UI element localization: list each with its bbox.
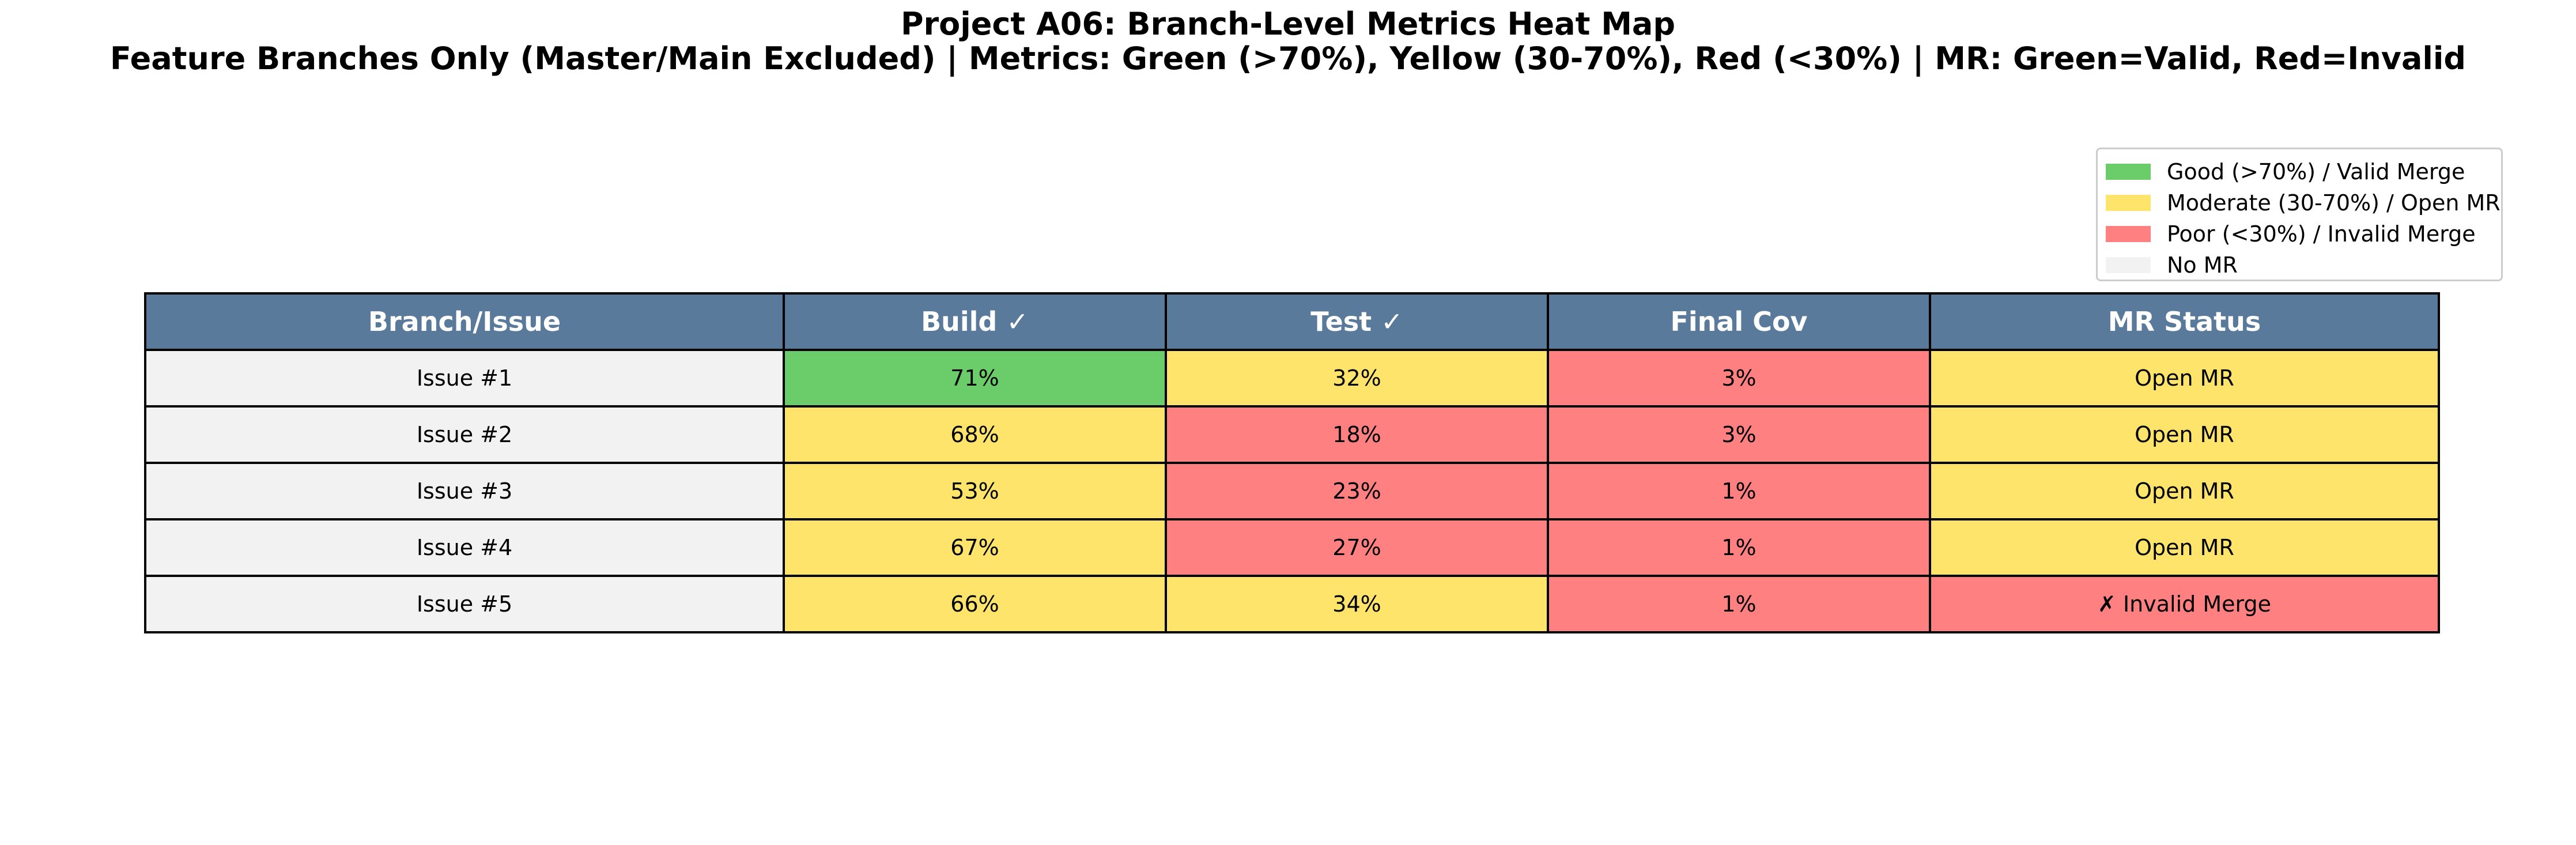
legend-swatch-poor bbox=[2106, 226, 2151, 242]
chart-title: Project A06: Branch-Level Metrics Heat M… bbox=[900, 6, 1676, 42]
legend-item: Good (>70%) / Valid Merge bbox=[2106, 156, 2501, 187]
metric-cell: 67% bbox=[783, 518, 1167, 577]
metric-cell: 34% bbox=[1165, 575, 1549, 633]
legend-label: Moderate (30-70%) / Open MR bbox=[2167, 190, 2501, 216]
table-row: Issue #1 71% 32% 3% Open MR bbox=[144, 349, 2440, 408]
table-row: Issue #4 67% 27% 1% Open MR bbox=[144, 518, 2440, 577]
chart-title-block: Project A06: Branch-Level Metrics Heat M… bbox=[0, 7, 2576, 76]
legend: Good (>70%) / Valid Merge Moderate (30-70… bbox=[2096, 148, 2503, 281]
metric-cell: 27% bbox=[1165, 518, 1549, 577]
branch-cell: Issue #2 bbox=[144, 405, 785, 464]
header-row: Branch/Issue Build ✓ Test ✓ Final Cov MR Sta… bbox=[144, 292, 2440, 351]
metric-cell: 3% bbox=[1547, 405, 1931, 464]
legend-swatch-good bbox=[2106, 164, 2151, 180]
column-header: MR Status bbox=[1929, 292, 2440, 351]
branch-cell: Issue #4 bbox=[144, 518, 785, 577]
mr-status-cell: ✗ Invalid Merge bbox=[1929, 575, 2440, 633]
legend-label: No MR bbox=[2167, 252, 2238, 278]
metric-cell: 53% bbox=[783, 462, 1167, 520]
heatmap-body: Issue #1 71% 32% 3% Open MR Issue #2 68% 18% 3% O… bbox=[144, 349, 2440, 633]
mr-status-cell: Open MR bbox=[1929, 405, 2440, 464]
column-header: Final Cov bbox=[1547, 292, 1931, 351]
table-row: Issue #5 66% 34% 1% ✗ Invalid Merge bbox=[144, 575, 2440, 633]
metric-cell: 1% bbox=[1547, 462, 1931, 520]
metric-cell: 32% bbox=[1165, 349, 1549, 408]
mr-status-cell: Open MR bbox=[1929, 349, 2440, 408]
column-header: Build ✓ bbox=[783, 292, 1167, 351]
branch-cell: Issue #1 bbox=[144, 349, 785, 408]
metric-cell: 66% bbox=[783, 575, 1167, 633]
heatmap-table: Branch/Issue Build ✓ Test ✓ Final Cov MR Sta… bbox=[144, 292, 2440, 633]
table-row: Issue #3 53% 23% 1% Open MR bbox=[144, 462, 2440, 520]
mr-status-cell: Open MR bbox=[1929, 462, 2440, 520]
legend-label: Good (>70%) / Valid Merge bbox=[2167, 159, 2465, 184]
metric-cell: 71% bbox=[783, 349, 1167, 408]
metric-cell: 23% bbox=[1165, 462, 1549, 520]
metric-cell: 18% bbox=[1165, 405, 1549, 464]
column-header: Test ✓ bbox=[1165, 292, 1549, 351]
legend-item: Poor (<30%) / Invalid Merge bbox=[2106, 218, 2501, 250]
column-header: Branch/Issue bbox=[144, 292, 785, 351]
legend-swatch-none bbox=[2106, 257, 2151, 273]
legend-label: Poor (<30%) / Invalid Merge bbox=[2167, 221, 2476, 247]
metric-cell: 1% bbox=[1547, 518, 1931, 577]
chart-subtitle: Feature Branches Only (Master/Main Exclu… bbox=[109, 40, 2467, 77]
mr-status-cell: Open MR bbox=[1929, 518, 2440, 577]
heatmap-header: Branch/Issue Build ✓ Test ✓ Final Cov MR Sta… bbox=[144, 292, 2440, 351]
branch-cell: Issue #5 bbox=[144, 575, 785, 633]
legend-swatch-moderate bbox=[2106, 195, 2151, 211]
metric-cell: 68% bbox=[783, 405, 1167, 464]
metric-cell: 1% bbox=[1547, 575, 1931, 633]
legend-item: No MR bbox=[2106, 250, 2501, 281]
legend-item: Moderate (30-70%) / Open MR bbox=[2106, 187, 2501, 218]
table-row: Issue #2 68% 18% 3% Open MR bbox=[144, 405, 2440, 464]
metric-cell: 3% bbox=[1547, 349, 1931, 408]
branch-cell: Issue #3 bbox=[144, 462, 785, 520]
